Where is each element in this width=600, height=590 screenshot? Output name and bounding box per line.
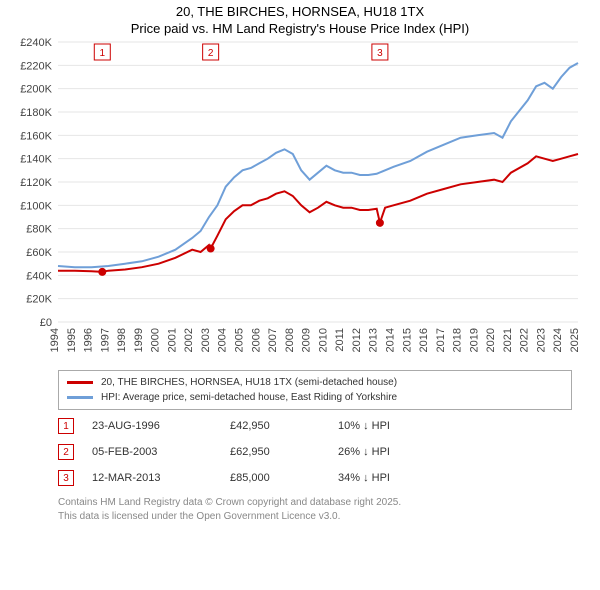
- chart-area: £0 £20K £40K £60K £80K £100K £120K £140K £160K £1…: [0, 36, 600, 366]
- x-tick-label: 2010: [317, 328, 329, 352]
- transaction-pct: 26% ↓ HPI: [338, 446, 448, 458]
- x-tick-label: 1999: [133, 328, 145, 352]
- transaction-price: £42,950: [230, 420, 320, 432]
- legend: 20, THE BIRCHES, HORNSEA, HU18 1TX (semi…: [58, 370, 572, 410]
- x-tick-label: 2007: [267, 328, 279, 352]
- transaction-num: 3: [58, 470, 74, 486]
- transaction-dot: [98, 268, 106, 276]
- series-hpi: [58, 63, 578, 267]
- y-tick-label: £200K: [20, 84, 52, 96]
- x-tick-label: 2021: [502, 328, 514, 352]
- x-tick-label: 2006: [250, 328, 262, 352]
- y-tick-label: £240K: [20, 37, 52, 49]
- y-tick-label: £60K: [26, 247, 52, 259]
- line-chart: £0 £20K £40K £60K £80K £100K £120K £140K £160K £1…: [0, 36, 600, 366]
- y-tick-label: £0: [40, 317, 52, 329]
- x-tick-label: 2013: [368, 328, 380, 352]
- footer-attribution: Contains HM Land Registry data © Crown c…: [58, 496, 572, 524]
- transaction-marker-num: 1: [100, 48, 106, 59]
- legend-label: 20, THE BIRCHES, HORNSEA, HU18 1TX (semi…: [101, 375, 397, 390]
- x-tick-label: 2012: [351, 328, 363, 352]
- transaction-date: 05-FEB-2003: [92, 446, 212, 458]
- footer-line2: This data is licensed under the Open Gov…: [58, 510, 572, 524]
- y-tick-label: £40K: [26, 270, 52, 282]
- transaction-num: 2: [58, 444, 74, 460]
- x-tick-label: 1997: [99, 328, 111, 352]
- x-tick-label: 2024: [552, 328, 564, 352]
- x-tick-label: 2022: [519, 328, 531, 352]
- transaction-row: 3 12-MAR-2013 £85,000 34% ↓ HPI: [58, 470, 572, 486]
- legend-swatch: [67, 396, 93, 399]
- legend-label: HPI: Average price, semi-detached house,…: [101, 390, 397, 405]
- x-tick-label: 2020: [485, 328, 497, 352]
- x-tick-label: 2019: [468, 328, 480, 352]
- transaction-marker-num: 2: [208, 48, 214, 59]
- transaction-pct: 10% ↓ HPI: [338, 420, 448, 432]
- x-tick-label: 2011: [334, 328, 346, 352]
- title-block: 20, THE BIRCHES, HORNSEA, HU18 1TX Price…: [0, 0, 600, 36]
- legend-swatch: [67, 381, 93, 384]
- title-line1: 20, THE BIRCHES, HORNSEA, HU18 1TX: [0, 4, 600, 19]
- y-tick-label: £180K: [20, 107, 52, 119]
- x-tick-label: 2003: [200, 328, 212, 352]
- x-tick-label: 2005: [234, 328, 246, 352]
- transaction-dot: [376, 219, 384, 227]
- x-tick-label: 2014: [384, 328, 396, 352]
- x-tick-label: 2004: [217, 328, 229, 352]
- transaction-row: 2 05-FEB-2003 £62,950 26% ↓ HPI: [58, 444, 572, 460]
- x-tick-label: 2018: [452, 328, 464, 352]
- x-tick-label: 2017: [435, 328, 447, 352]
- transaction-price: £62,950: [230, 446, 320, 458]
- title-line2: Price paid vs. HM Land Registry's House …: [0, 21, 600, 36]
- footer-line1: Contains HM Land Registry data © Crown c…: [58, 496, 572, 510]
- y-tick-label: £220K: [20, 60, 52, 72]
- x-tick-label: 1994: [49, 328, 61, 352]
- x-tick-label: 1998: [116, 328, 128, 352]
- transaction-row: 1 23-AUG-1996 £42,950 10% ↓ HPI: [58, 418, 572, 434]
- y-tick-label: £100K: [20, 200, 52, 212]
- x-tick-label: 2016: [418, 328, 430, 352]
- transaction-marker-num: 3: [377, 48, 383, 59]
- transaction-price: £85,000: [230, 472, 320, 484]
- transaction-dot: [207, 245, 215, 253]
- x-tick-label: 2008: [284, 328, 296, 352]
- x-tick-label: 2009: [301, 328, 313, 352]
- y-tick-label: £80K: [26, 224, 52, 236]
- x-tick-label: 2002: [183, 328, 195, 352]
- transactions-table: 1 23-AUG-1996 £42,950 10% ↓ HPI 2 05-FEB-2003…: [58, 418, 572, 486]
- x-tick-label: 1995: [66, 328, 78, 352]
- x-tick-label: 2001: [166, 328, 178, 352]
- transaction-num: 1: [58, 418, 74, 434]
- y-tick-label: £20K: [26, 294, 52, 306]
- x-tick-label: 2015: [401, 328, 413, 352]
- x-tick-label: 2000: [150, 328, 162, 352]
- transaction-pct: 34% ↓ HPI: [338, 472, 448, 484]
- transaction-date: 23-AUG-1996: [92, 420, 212, 432]
- x-tick-label: 2023: [535, 328, 547, 352]
- legend-item: HPI: Average price, semi-detached house,…: [67, 390, 563, 405]
- transaction-date: 12-MAR-2013: [92, 472, 212, 484]
- legend-item: 20, THE BIRCHES, HORNSEA, HU18 1TX (semi…: [67, 375, 563, 390]
- y-tick-label: £160K: [20, 130, 52, 142]
- y-tick-label: £140K: [20, 154, 52, 166]
- y-tick-label: £120K: [20, 177, 52, 189]
- x-tick-label: 1996: [83, 328, 95, 352]
- x-tick-label: 2025: [569, 328, 581, 352]
